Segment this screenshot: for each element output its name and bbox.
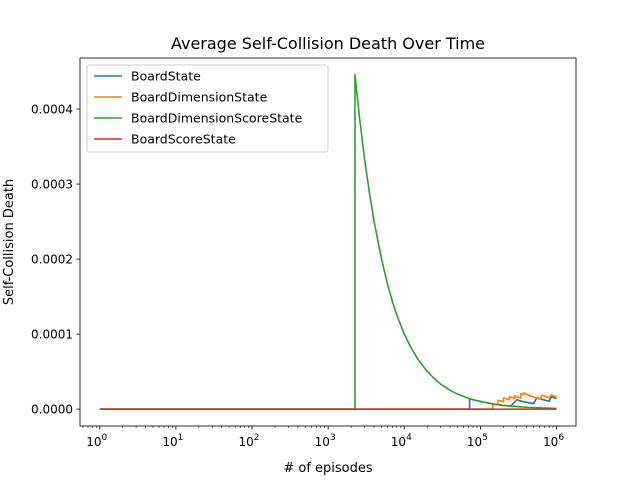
y-tick-label-1: 0.0001 bbox=[31, 327, 73, 341]
y-tick-label-2: 0.0002 bbox=[31, 252, 73, 266]
chart-title: Average Self-Collision Death Over Time bbox=[171, 34, 485, 53]
legend-label-2: BoardDimensionState bbox=[131, 90, 268, 105]
legend-label-1: BoardState bbox=[131, 69, 201, 84]
plot-frame bbox=[79, 57, 577, 427]
legend: BoardState BoardDimensionState BoardDimens… bbox=[86, 64, 329, 153]
y-tick-label-3: 0.0003 bbox=[31, 177, 73, 191]
x-axis-label: # of episodes bbox=[283, 461, 373, 476]
y-axis-label: Self-Collision Death bbox=[2, 179, 17, 305]
y-tick-label-4: 0.0004 bbox=[31, 102, 73, 116]
legend-label-4: BoardScoreState bbox=[131, 132, 236, 147]
legend-box bbox=[86, 64, 329, 153]
axes-group: 100 101 102 103 104 105 1060.00000.00010.00020… bbox=[31, 57, 577, 449]
series-group bbox=[99, 73, 557, 410]
legend-label-3: BoardDimensionScoreState bbox=[131, 111, 303, 126]
series-line-2 bbox=[99, 392, 557, 410]
y-tick-label-0: 0.0000 bbox=[31, 402, 73, 416]
series-line-3 bbox=[99, 73, 557, 410]
